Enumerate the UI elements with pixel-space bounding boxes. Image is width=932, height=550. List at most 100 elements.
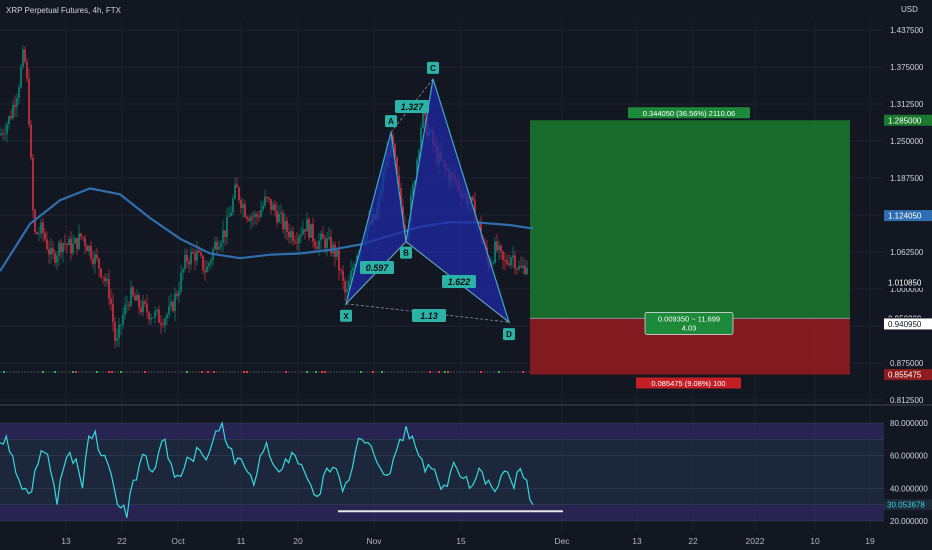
center-label-box: [644, 312, 734, 335]
signal-dot: [324, 371, 326, 373]
signal-dot: [33, 371, 35, 373]
candle-body: [230, 212, 232, 217]
signal-dot: [411, 371, 413, 373]
candle-body: [122, 314, 124, 325]
price-tag: [884, 277, 932, 289]
candle-body: [102, 276, 104, 278]
signal-dot: [132, 371, 134, 373]
signal-dot: [387, 371, 389, 373]
candle-body: [146, 303, 148, 313]
long-position-tool[interactable]: 0.344050 (36.56%) 2110.06 0.009350 ~ 11.6…: [530, 107, 850, 389]
signal-dot: [240, 371, 242, 373]
signal-dot: [75, 371, 77, 373]
candle-body: [228, 216, 230, 217]
signal-dot: [519, 371, 521, 373]
candle-body: [282, 212, 284, 230]
candle-body: [280, 212, 282, 214]
harmonic-pattern[interactable]: X A B C D 1.327 0.597 1.622 1.13: [340, 61, 515, 341]
signal-dot: [159, 371, 161, 373]
signal-dot: [456, 371, 458, 373]
currency-label: USD: [901, 5, 918, 14]
signal-dot: [90, 371, 92, 373]
candle-body: [336, 249, 338, 257]
candle-body: [144, 301, 146, 304]
signal-dot: [27, 371, 29, 373]
candle-body: [138, 295, 140, 308]
time-tick-label: 20: [293, 536, 303, 546]
candle-body: [416, 159, 418, 181]
signal-dot: [69, 371, 71, 373]
candle-body: [176, 293, 178, 296]
signal-dot: [63, 371, 65, 373]
signal-dot: [399, 371, 401, 373]
time-tick-label: Dec: [554, 536, 570, 546]
signal-dot: [234, 371, 236, 373]
signal-dot: [273, 371, 275, 373]
candle-body: [96, 254, 98, 259]
signal-dot: [480, 371, 482, 373]
pattern-point-box: [503, 328, 515, 341]
candle-body: [84, 237, 86, 246]
candle-body: [2, 133, 4, 135]
price-tick-label: 1.062500: [890, 248, 924, 257]
candle-body: [16, 98, 18, 107]
candle-body: [424, 112, 426, 116]
price-tick-label: 1.437500: [890, 26, 924, 35]
candle-body: [236, 184, 238, 188]
signal-dot: [21, 371, 23, 373]
candle-body: [252, 216, 254, 218]
candle-body: [30, 124, 32, 158]
candle-body: [106, 278, 108, 282]
time-tick-label: Nov: [366, 536, 382, 546]
signal-dot: [219, 371, 221, 373]
candle-body: [238, 187, 240, 200]
candle-body: [310, 223, 312, 238]
signal-dot: [444, 371, 446, 373]
candle-body: [266, 197, 268, 198]
price-tag-label: 0.855475: [888, 371, 922, 380]
price-axis[interactable]: 1.437500 1.375000 1.312500 1.250000 1.187500…: [884, 26, 932, 405]
rsi-tick-label: 80.000000: [890, 419, 928, 428]
candle-body: [10, 116, 12, 119]
candle-body: [418, 150, 420, 160]
candle-body: [288, 231, 290, 238]
signal-dot: [57, 371, 59, 373]
candle-body: [168, 306, 170, 315]
signal-dot: [516, 371, 518, 373]
signal-dot: [228, 371, 230, 373]
signal-dot: [39, 371, 41, 373]
candle-body: [92, 258, 94, 264]
candle-body: [326, 238, 328, 249]
signal-dot: [300, 371, 302, 373]
signal-dot: [99, 371, 101, 373]
time-axis[interactable]: 13 22 Oct 11 20 Nov 15 Dec 13 22 2022 10 19: [61, 536, 875, 546]
signal-dot: [330, 371, 332, 373]
candle-body: [170, 301, 172, 307]
candle-body: [224, 230, 226, 237]
candle-body: [206, 266, 208, 273]
candle-body: [72, 243, 74, 254]
signal-dot: [96, 371, 98, 373]
signal-dot: [258, 371, 260, 373]
candle-body: [244, 204, 246, 217]
signal-dot: [117, 371, 119, 373]
signal-dot: [309, 371, 311, 373]
candle-body: [24, 49, 26, 62]
profit-zone[interactable]: [530, 120, 850, 319]
signal-dot: [6, 371, 8, 373]
price-tag-label: 1.010850: [888, 279, 922, 288]
candle-body: [190, 252, 192, 265]
signal-dot: [165, 371, 167, 373]
candle-body: [26, 61, 28, 79]
signal-dot: [141, 371, 143, 373]
rsi-tick-label: 40.000000: [890, 484, 928, 493]
candle-body: [346, 288, 348, 293]
center-label-line2: 4.03: [682, 323, 697, 332]
signal-dot: [48, 371, 50, 373]
signal-dot: [414, 371, 416, 373]
candle-body: [192, 252, 194, 254]
candle-body: [316, 246, 318, 249]
time-tick-label: Oct: [171, 536, 185, 546]
candle-body: [480, 222, 482, 238]
